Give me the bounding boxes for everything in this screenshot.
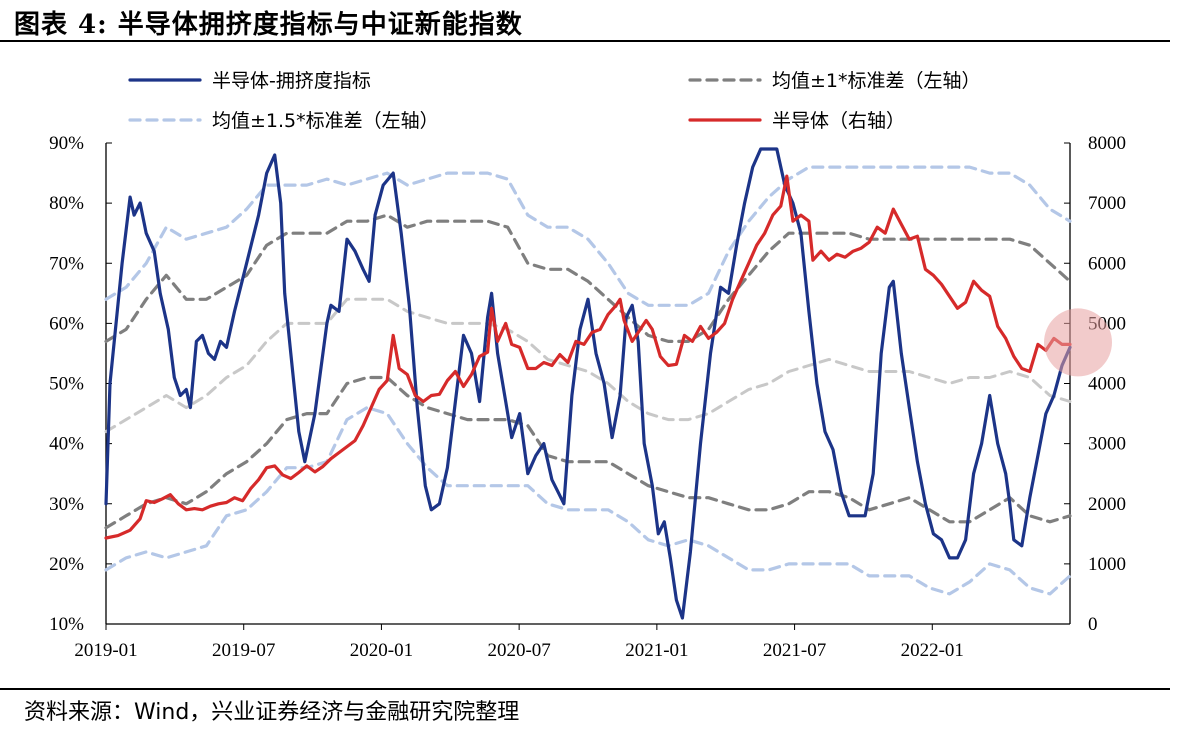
left-tick-label: 80%	[49, 193, 84, 214]
x-tick-label: 2021-07	[763, 640, 826, 661]
x-tick-label: 2020-01	[350, 640, 413, 661]
left-tick-label: 30%	[49, 494, 84, 515]
chart-lines	[104, 147, 1112, 620]
series-line-3	[104, 165, 1072, 307]
left-tick-label: 90%	[49, 133, 84, 154]
right-tick-label: 7000	[1088, 193, 1126, 214]
left-tick-label: 60%	[49, 313, 84, 334]
source-note: 资料来源：Wind，兴业证券经济与金融研究院整理	[24, 700, 520, 725]
right-tick-label: 0	[1088, 614, 1098, 635]
x-tick-label: 2022-01	[901, 640, 964, 661]
left-tick-label: 40%	[49, 434, 84, 455]
series-line-0	[104, 406, 1072, 596]
series-line-5	[104, 147, 1072, 620]
bottom-rule	[0, 688, 1170, 690]
left-tick-label: 10%	[49, 614, 84, 635]
left-tick-label: 20%	[49, 554, 84, 575]
legend-label-semi: 半导体（右轴）	[772, 110, 905, 132]
left-tick-label: 70%	[49, 253, 84, 274]
chart-legend: 半导体-拥挤度指标 均值±1*标准差（左轴） 均值±1.5*标准差（左轴） 半导体（右…	[128, 70, 981, 132]
series-line-6	[104, 174, 1072, 540]
right-tick-label: 4000	[1088, 374, 1126, 395]
legend-label-band15: 均值±1.5*标准差（左轴）	[212, 110, 439, 132]
right-tick-label: 3000	[1088, 434, 1126, 455]
right-tick-label: 1000	[1088, 554, 1126, 575]
chart-axes: 10% 20% 30% 40% 50% 60% 70% 80% 90% 0 1000 2000 3000…	[49, 133, 1126, 661]
latest-point-highlight	[1044, 308, 1112, 377]
right-tick-label: 2000	[1088, 494, 1126, 515]
x-tick-label: 2020-07	[487, 640, 550, 661]
top-rule	[0, 40, 1170, 42]
right-tick-label: 8000	[1088, 133, 1126, 154]
right-tick-label: 6000	[1088, 253, 1126, 274]
x-tick-label: 2019-07	[212, 640, 275, 661]
legend-label-band1: 均值±1*标准差（左轴）	[772, 70, 981, 92]
series-line-2	[104, 297, 1072, 434]
legend-label-crowding: 半导体-拥挤度指标	[212, 70, 371, 92]
left-tick-label: 50%	[49, 374, 84, 395]
series-line-4	[104, 213, 1072, 343]
series-line-1	[104, 375, 1072, 530]
x-tick-label: 2021-01	[625, 640, 688, 661]
figure-title: 图表 4: 半导体拥挤度指标与中证新能指数	[14, 10, 523, 40]
x-tick-label: 2019-01	[74, 640, 137, 661]
